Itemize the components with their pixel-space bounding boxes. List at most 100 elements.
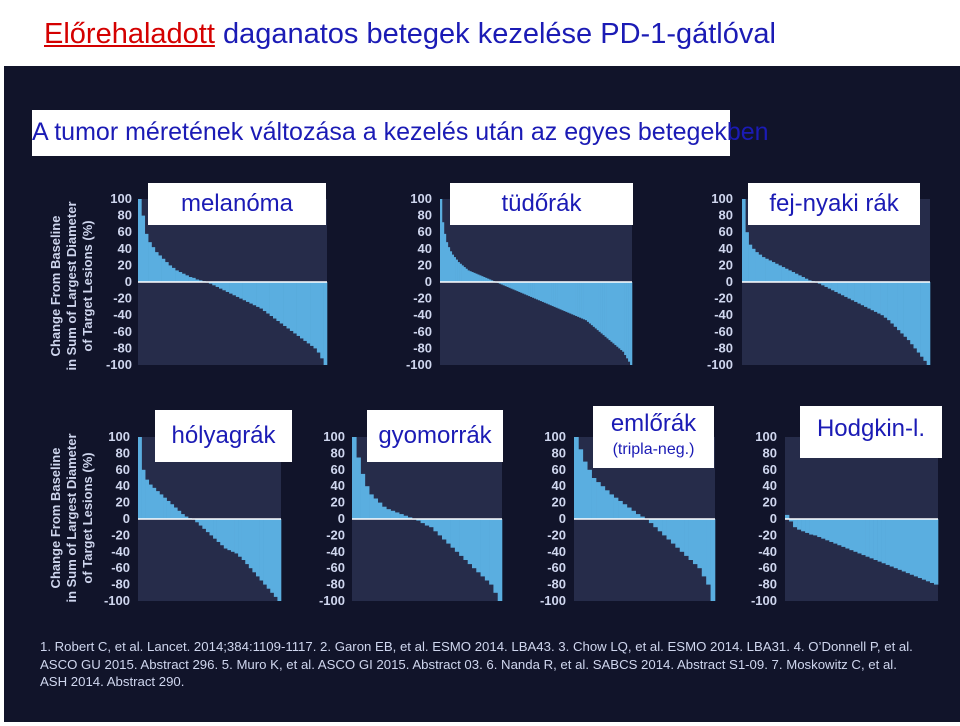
waterfall-bar (653, 519, 659, 528)
y-tick-label: 80 (118, 208, 132, 223)
waterfall-bar (493, 519, 499, 593)
slide-title-rest: daganatos betegek kezelése PD-1-gátlóval (214, 18, 776, 50)
waterfall-bar (170, 504, 175, 519)
waterfall-bar (184, 516, 189, 519)
chart-subtitle: A tumor méretének változása a kezelés ut… (32, 118, 769, 146)
waterfall-bar (604, 490, 610, 519)
waterfall-bar (473, 272, 476, 282)
waterfall-bar (262, 282, 267, 312)
y-tick-label: 60 (719, 224, 733, 239)
waterfall-bar (489, 519, 494, 585)
waterfall-bar (893, 519, 899, 569)
y-tick-label: 40 (552, 478, 566, 493)
waterfall-bar (742, 199, 746, 282)
waterfall-bar (889, 519, 895, 567)
waterfall-bar (827, 282, 832, 289)
waterfall-bar (539, 282, 543, 302)
waterfall-bar (771, 262, 776, 282)
waterfall-bar (553, 282, 556, 307)
waterfall-bar (913, 519, 919, 577)
waterfall-bar (794, 273, 799, 282)
waterfall-bar (837, 519, 842, 546)
waterfall-bar (801, 277, 805, 282)
waterfall-bar (238, 519, 242, 557)
waterfall-bar (500, 282, 503, 285)
waterfall-bar (526, 282, 529, 296)
waterfall-bar (230, 519, 235, 552)
waterfall-bar (755, 252, 759, 282)
waterfall-bar (382, 506, 387, 519)
y-tick-label: -40 (714, 307, 733, 322)
y-tick-label: 20 (116, 495, 130, 510)
waterfall-bar (235, 282, 240, 297)
y-tick-label: -100 (104, 593, 130, 608)
waterfall-bar (225, 282, 230, 292)
chart-panel (4, 66, 960, 722)
chart-label-text: hólyagrák (171, 422, 276, 449)
waterfall-bar (785, 514, 790, 519)
waterfall-bar (551, 282, 554, 307)
waterfall-bar (789, 519, 794, 522)
y-tick-label: 100 (108, 429, 130, 444)
waterfall-bar (710, 519, 716, 601)
waterfall-bar (145, 479, 150, 519)
waterfall-bar (163, 497, 167, 519)
waterfall-bar (270, 519, 275, 593)
waterfall-bar (861, 519, 866, 556)
y-tick-label: -20 (758, 527, 777, 542)
waterfall-bar (279, 282, 284, 324)
subtitle-box: A tumor méretének változása a kezelés ut… (32, 110, 769, 156)
y-tick-label: -40 (113, 307, 132, 322)
waterfall-bar (506, 282, 509, 287)
waterfall-bar (255, 519, 260, 577)
waterfall-bar (472, 519, 477, 569)
waterfall-bar (701, 519, 707, 577)
waterfall-bar (148, 242, 152, 282)
chart-label-breast: emlőrák (tripla-neg.) (593, 406, 714, 468)
waterfall-bar (510, 282, 513, 289)
chart-label-bladder: hólyagrák (155, 410, 292, 462)
chart-label-gastric: gyomorrák (367, 410, 503, 462)
waterfall-bar (497, 519, 503, 601)
y-tick-label: 100 (323, 429, 345, 444)
waterfall-bar (205, 519, 210, 533)
waterfall-bar (323, 282, 328, 365)
waterfall-bar (602, 282, 605, 336)
waterfall-bar (248, 519, 253, 569)
waterfall-bar (837, 282, 842, 294)
waterfall-bar (618, 500, 623, 519)
waterfall-bar (926, 282, 931, 365)
waterfall-bar (870, 282, 875, 311)
waterfall-bar (688, 519, 694, 560)
waterfall-bar (910, 282, 914, 345)
waterfall-bar (901, 519, 907, 572)
y-tick-label: 60 (331, 462, 345, 477)
waterfall-bar (809, 519, 814, 535)
waterfall-bar (575, 282, 578, 317)
y-tick-label: -80 (413, 340, 432, 355)
waterfall-bar (141, 215, 146, 282)
waterfall-bar (185, 275, 189, 282)
waterfall-bar (480, 519, 486, 577)
waterfall-bar (600, 486, 606, 519)
waterfall-bar (463, 519, 469, 560)
waterfall-bar (212, 282, 216, 286)
y-tick-label: 80 (418, 208, 432, 223)
waterfall-bar (445, 242, 449, 282)
waterfall-bar (239, 282, 243, 299)
waterfall-bar (252, 519, 257, 573)
waterfall-bar (215, 282, 220, 287)
waterfall-bar (840, 282, 845, 296)
slide-title: Előrehaladott daganatos betegek kezelése… (44, 18, 776, 51)
y-tick-label: -80 (714, 340, 733, 355)
waterfall-bar (592, 282, 596, 327)
waterfall-bar (300, 282, 304, 339)
waterfall-bar (706, 519, 711, 585)
y-tick-label: 100 (544, 429, 566, 444)
waterfall-bar (765, 258, 769, 282)
y-tick-label: 80 (552, 445, 566, 460)
waterfall-bar (606, 282, 609, 339)
waterfall-bar (154, 252, 159, 282)
y-tick-label: -80 (758, 577, 777, 592)
waterfall-bar (364, 486, 370, 519)
